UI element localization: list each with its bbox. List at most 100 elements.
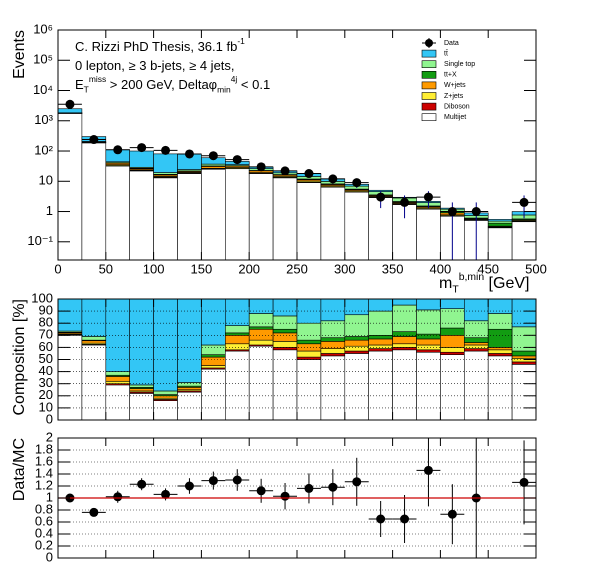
stack-bar — [296, 299, 322, 324]
legend-label: tt̄ — [444, 50, 448, 58]
y-tick-label: 2 — [46, 429, 53, 444]
stack-bar — [153, 153, 178, 173]
x-tick-label: 100 — [143, 261, 165, 276]
stack-bar — [368, 310, 393, 336]
data-point — [304, 169, 314, 179]
data-point — [376, 514, 386, 524]
y-tick-label: 90 — [39, 303, 53, 318]
stack-bar — [392, 349, 417, 420]
y-tick-label: 1.8 — [35, 441, 53, 456]
stack-bar — [296, 339, 322, 345]
stack-bar — [296, 182, 322, 260]
legend-swatch — [421, 71, 437, 79]
stack-bar — [368, 338, 393, 346]
stack-bar — [344, 345, 369, 352]
stack-bar — [440, 308, 465, 329]
data-point — [352, 178, 362, 188]
stack-bar — [153, 177, 178, 260]
label-part: 0 lepton, ≥ 3 b-jets, ≥ 4 jets, — [75, 58, 235, 73]
stack-bar — [416, 299, 441, 311]
stack-bar — [463, 350, 489, 420]
stack-bar — [344, 191, 369, 260]
stack-bar — [225, 168, 250, 260]
stack-bar — [58, 113, 83, 260]
stack-bar — [296, 350, 322, 358]
stack-bar — [511, 357, 536, 363]
label: C. Rizzi PhD Thesis, 36.1 fb-1 — [75, 36, 245, 54]
stack-bar — [58, 334, 83, 420]
legend-swatch — [421, 92, 437, 100]
stack-bar — [177, 391, 202, 420]
stack-bar — [153, 390, 178, 395]
data-point — [89, 507, 99, 517]
stack-bar — [272, 315, 298, 330]
data-point — [256, 162, 266, 172]
legend-label: W+jets — [444, 82, 466, 89]
y-tick-label: 0.6 — [35, 513, 53, 528]
stack-bar — [225, 343, 250, 351]
label-part: T — [84, 85, 89, 95]
stack-bar — [201, 168, 226, 260]
y-tick-label: 10⁻¹ — [27, 233, 53, 248]
y-tick-label: 1.4 — [35, 465, 53, 480]
x-tick-label: 500 — [525, 261, 547, 276]
label-part: 4j — [231, 74, 238, 84]
stack-bar — [487, 328, 513, 348]
data-point — [137, 479, 147, 489]
stack-bar — [153, 400, 178, 420]
stack-bar — [248, 173, 274, 260]
stack-bar — [272, 328, 298, 334]
stack-bar — [440, 327, 465, 336]
data-point — [184, 481, 194, 491]
stack-bar — [511, 350, 536, 357]
stack-bar — [81, 142, 107, 260]
stack-bar — [487, 347, 513, 351]
stack-bar — [487, 355, 513, 420]
stack-bar — [392, 343, 417, 348]
stack-bar — [368, 334, 393, 340]
data-point — [208, 151, 218, 161]
y-tick-label: 10 — [39, 399, 53, 414]
y-tick-label: 10² — [34, 142, 53, 157]
stack-bar — [177, 387, 202, 391]
y-tick-label: 50 — [39, 351, 53, 366]
stack-bar — [272, 347, 298, 351]
label-part: b,min — [459, 272, 485, 283]
y-tick-label: 1.6 — [35, 453, 53, 468]
stack-bar — [440, 299, 465, 309]
y-axis-label: Events — [11, 30, 28, 79]
stack-bar — [440, 354, 465, 420]
y-axis-label: Data/MC — [11, 438, 28, 501]
data-point — [113, 492, 123, 502]
stack-bar — [129, 170, 154, 260]
y-tick-label: 100 — [31, 290, 53, 305]
stack-bar — [392, 347, 417, 351]
data-point — [113, 145, 123, 155]
stack-bar — [177, 173, 202, 260]
stack-bar — [463, 337, 489, 343]
y-tick-label: 0 — [46, 411, 53, 426]
legend-swatch — [421, 60, 437, 69]
data-point — [280, 491, 290, 501]
y-tick-label: 60 — [39, 339, 53, 354]
label-part: E — [75, 77, 84, 92]
label-part: min — [217, 85, 231, 95]
stack-bar — [225, 299, 250, 326]
y-tick-label: 10⁶ — [33, 21, 53, 36]
y-tick-label: 0.4 — [35, 525, 53, 540]
stack-bar — [225, 350, 250, 420]
stack-bar — [105, 371, 131, 376]
y-tick-label: 0 — [46, 549, 53, 564]
stack-bar — [320, 348, 346, 354]
label: 0 lepton, ≥ 3 b-jets, ≥ 4 jets, — [75, 58, 235, 73]
data-point — [519, 197, 529, 207]
label-part: miss — [89, 74, 106, 84]
stack-bar — [440, 334, 465, 348]
y-tick-label: 10³ — [34, 112, 53, 127]
data-point — [423, 192, 433, 202]
legend-label: Single top — [444, 61, 475, 68]
stack-bar — [81, 340, 107, 344]
data-point — [137, 143, 147, 153]
stack-bar — [129, 388, 154, 392]
stack-bar — [296, 356, 322, 360]
